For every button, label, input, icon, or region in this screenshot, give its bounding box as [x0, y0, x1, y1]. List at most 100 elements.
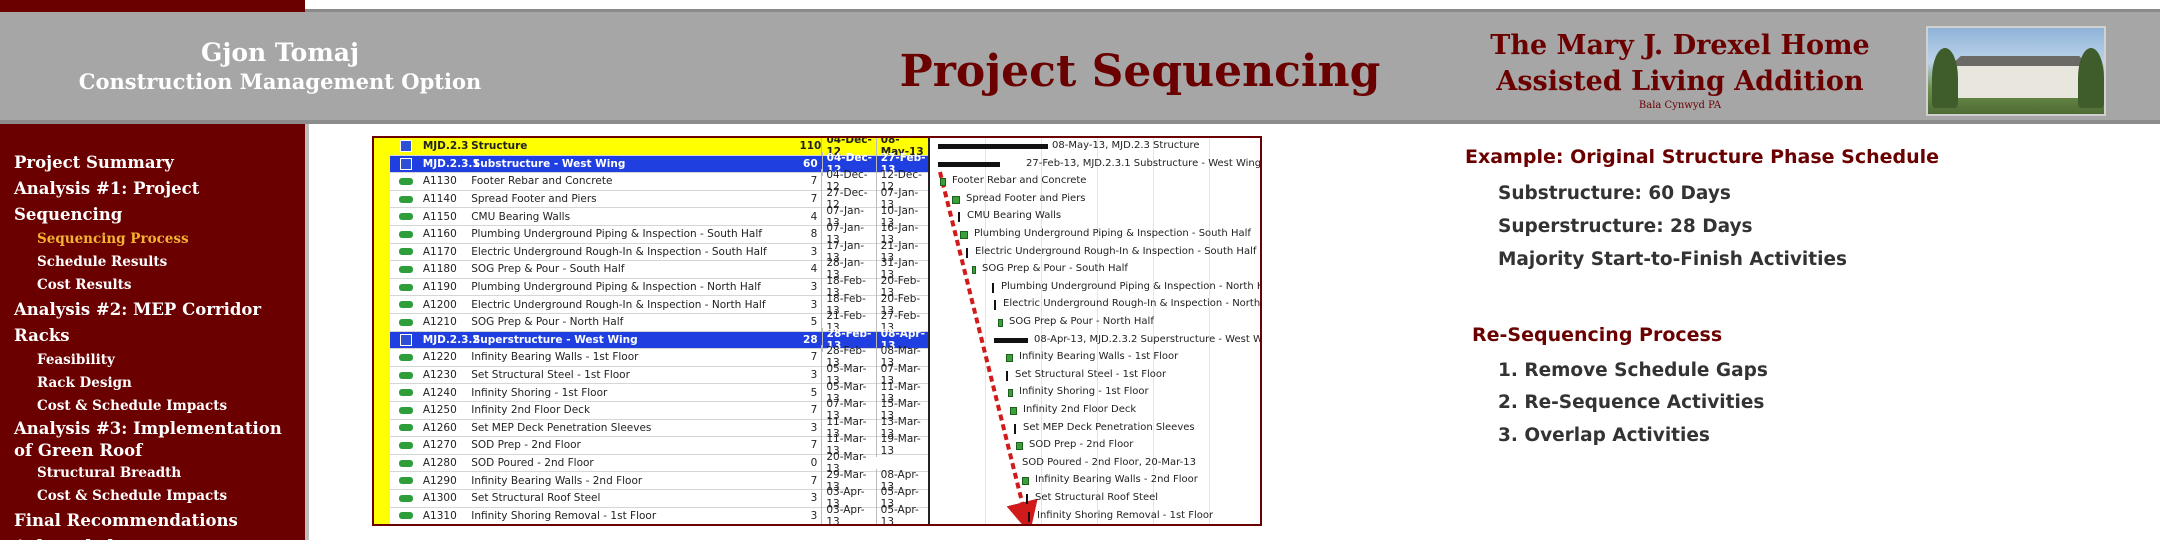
table-summary-row[interactable]: MJD.2.3.2 Superstructure - West Wing 28 28-… — [390, 327, 928, 352]
activity-icon — [390, 512, 423, 520]
activity-icon — [390, 389, 423, 397]
activity-duration: 7 — [810, 404, 818, 417]
activity-pill-icon — [399, 230, 414, 238]
activity-name: Substructure - West Wing — [472, 157, 626, 170]
activity-finish: 08-Apr-13 — [875, 468, 928, 493]
activity-id: A1180 — [422, 263, 457, 276]
table-row[interactable]: A1210 SOG Prep & Pour - North Half 5 21-Feb… — [390, 310, 928, 335]
activity-icon — [390, 248, 423, 256]
process-step-3: 3. Overlap Activities — [1498, 425, 1710, 446]
table-row[interactable]: A1180 SOG Prep & Pour - South Half 4 28-Jan… — [390, 257, 928, 282]
table-row[interactable]: A1200 Electric Underground Rough-In & Ins… — [390, 292, 928, 317]
activity-duration: 3 — [810, 421, 818, 434]
activity-bar — [998, 319, 1003, 327]
table-row[interactable]: A1280 SOD Poured - 2nd Floor 0 20-Mar-13 — [390, 451, 928, 476]
sidebar-item-analysis-3[interactable]: Analysis #3: Implementation of Green Roo… — [14, 419, 282, 460]
table-row[interactable]: A1260 Set MEP Deck Penetration Sleeves 3 11… — [390, 415, 928, 440]
chart-bar-label: Plumbing Underground Piping & Inspection… — [1001, 280, 1262, 292]
activity-id: A1240 — [422, 386, 457, 399]
activity-finish: 27-Feb-13 — [875, 151, 928, 176]
sidebar-item-feasibility[interactable]: Feasibility — [37, 352, 115, 368]
sidebar-item-sequencing-process[interactable]: Sequencing Process — [37, 231, 189, 247]
activity-finish: 19-Mar-13 — [875, 433, 928, 458]
activity-bar — [972, 266, 976, 275]
table-row[interactable]: A1230 Set Structural Steel - 1st Floor 3 05… — [390, 363, 928, 388]
table-row[interactable]: A1290 Infinity Bearing Walls - 2nd Floor 7… — [390, 468, 928, 493]
chart-bar-label: 08-Apr-13, MJD.2.3.2 Superstructure - We… — [1034, 333, 1262, 345]
table-row[interactable]: A1220 Infinity Bearing Walls - 1st Floor 7… — [390, 345, 928, 370]
activity-icon — [390, 230, 423, 238]
activity-duration: 8 — [810, 228, 818, 241]
example-item-superstructure: Superstructure: 28 Days — [1498, 216, 1753, 237]
activity-name: Structure — [471, 140, 528, 153]
table-row[interactable]: A1160 Plumbing Underground Piping & Inspe… — [390, 222, 928, 247]
project-title-line2: Assisted Living Addition — [1496, 66, 1864, 97]
activity-icon — [390, 265, 423, 273]
activity-pill-icon — [399, 512, 414, 520]
activity-pill-icon — [399, 248, 414, 256]
activity-icon — [390, 494, 423, 502]
activity-start: 21-Feb-13 — [821, 310, 875, 335]
sidebar-item-analysis-2[interactable]: Analysis #2: MEP Corridor Racks — [14, 300, 262, 345]
process-step-2: 2. Re-Sequence Activities — [1498, 392, 1765, 413]
header: Gjon Tomaj Construction Management Optio… — [0, 12, 2160, 124]
header-top-strip — [0, 0, 305, 12]
table-row[interactable]: A1310 Infinity Shoring Removal - 1st Floo… — [390, 503, 928, 524]
activity-duration: 7 — [810, 193, 818, 206]
table-row[interactable]: A1130 Footer Rebar and Concrete 7 04-Dec-12… — [390, 169, 928, 194]
table-summary-row[interactable]: MJD.2.3.1 Substructure - West Wing 60 04-De… — [390, 151, 928, 176]
sidebar-item-acknowledgements[interactable]: Acknowledgements — [14, 537, 193, 556]
table-row[interactable]: A1240 Infinity Shoring - 1st Floor 5 05-Mar… — [390, 380, 928, 405]
sidebar-item-final-recommendations[interactable]: Final Recommendations — [14, 511, 238, 530]
activity-id: A1170 — [422, 245, 457, 258]
chart-bar-label: Infinity Shoring - 1st Floor — [1019, 386, 1149, 398]
activity-duration: 3 — [810, 369, 818, 382]
sidebar-item-cost-schedule-impacts-2[interactable]: Cost & Schedule Impacts — [37, 398, 228, 414]
activity-icon — [390, 177, 423, 185]
table-row[interactable]: A1190 Plumbing Underground Piping & Inspe… — [390, 275, 928, 300]
header-top-line — [305, 9, 2160, 12]
activity-name: Footer Rebar and Concrete — [471, 175, 613, 188]
activity-bar — [940, 178, 946, 187]
sidebar-item-schedule-results[interactable]: Schedule Results — [37, 254, 168, 270]
activity-duration: 7 — [810, 474, 818, 487]
activity-bar — [1008, 389, 1013, 398]
activity-id: A1190 — [422, 281, 457, 294]
table-row[interactable]: A1170 Electric Underground Rough-In & Ins… — [390, 239, 928, 264]
activity-name: Spread Footer and Piers — [471, 193, 597, 206]
activity-start: 07-Jan-13 — [821, 222, 875, 247]
sidebar-item-rack-design[interactable]: Rack Design — [37, 375, 132, 391]
activity-finish: 05-Apr-13 — [875, 486, 928, 511]
activity-id: A1250 — [422, 404, 457, 417]
activity-bar — [1028, 511, 1030, 522]
activity-bar — [1014, 423, 1016, 434]
activity-name: Plumbing Underground Piping & Inspection… — [471, 281, 761, 294]
sidebar-item-structural-breadth[interactable]: Structural Breadth — [37, 465, 182, 481]
activity-icon — [390, 371, 423, 379]
summary-bar — [994, 337, 1028, 343]
activity-finish: 11-Mar-13 — [875, 380, 928, 405]
activity-finish: 10-Jan-13 — [875, 204, 928, 229]
activity-duration: 7 — [810, 351, 818, 364]
table-row[interactable]: A1250 Infinity 2nd Floor Deck 7 07-Mar-13 15… — [390, 398, 928, 423]
activity-id: A1140 — [422, 193, 457, 206]
author-option: Construction Management Option — [78, 69, 482, 94]
chart-bar-label: SOG Prep & Pour - North Half — [1009, 316, 1154, 327]
gantt-schedule: MJD.2.3 Structure 110 04-Dec-12 08-May-13 MJD… — [372, 136, 1262, 526]
sidebar-item-project-summary[interactable]: Project Summary — [14, 153, 174, 172]
activity-duration: 60 — [803, 157, 818, 170]
activity-bar — [952, 195, 960, 204]
sidebar-item-cost-results[interactable]: Cost Results — [37, 277, 132, 293]
sidebar-item-analysis-1[interactable]: Analysis #1: Project Sequencing — [14, 179, 200, 224]
activity-id: A1290 — [422, 474, 457, 487]
sidebar-item-cost-schedule-impacts-3[interactable]: Cost & Schedule Impacts — [37, 488, 228, 504]
project-title-line1: The Mary J. Drexel Home — [1490, 30, 1870, 61]
table-row[interactable]: A1270 SOD Prep - 2nd Floor 7 11-Mar-13 19-Ma… — [390, 433, 928, 458]
table-row[interactable]: A1140 Spread Footer and Piers 7 27-Dec-12 07… — [390, 187, 928, 212]
table-row[interactable]: A1150 CMU Bearing Walls 4 07-Jan-13 10-Jan-1… — [390, 204, 928, 229]
table-summary-row[interactable]: MJD.2.3 Structure 110 04-Dec-12 08-May-13 — [390, 138, 928, 159]
activity-icon — [390, 441, 423, 449]
activity-name: SOG Prep & Pour - North Half — [471, 316, 624, 329]
activity-id: A1260 — [422, 421, 457, 434]
table-row[interactable]: A1300 Set Structural Roof Steel 3 03-Apr-13… — [390, 486, 928, 511]
